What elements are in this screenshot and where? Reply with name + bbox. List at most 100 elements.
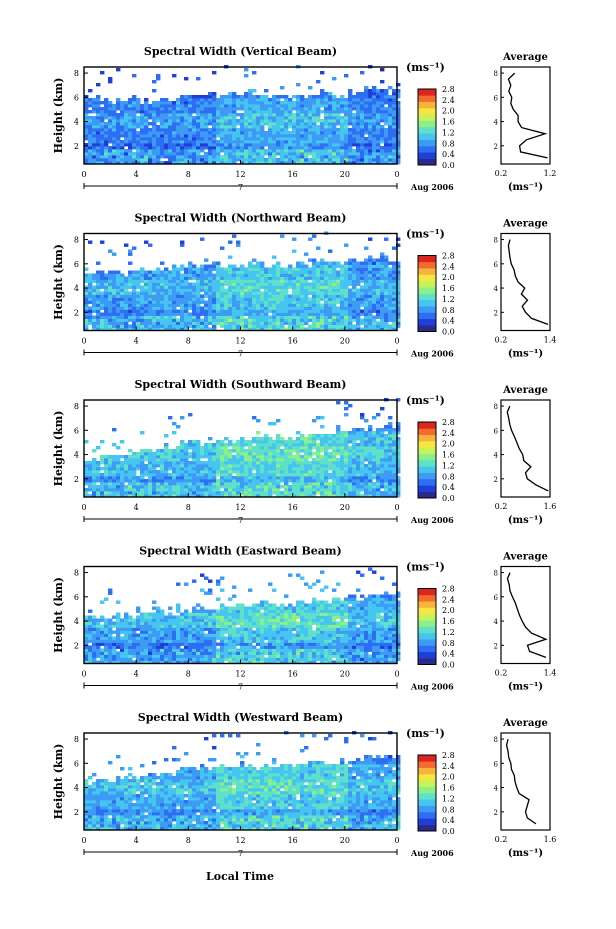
heatmap-cell <box>268 291 273 295</box>
heatmap-cell <box>312 140 317 144</box>
heatmap-cell <box>352 494 357 498</box>
heatmap-cell <box>352 270 357 274</box>
heatmap-cell <box>164 461 169 465</box>
heatmap-cell <box>228 158 233 162</box>
heatmap-cell <box>372 288 377 292</box>
heatmap-cell <box>240 470 245 474</box>
heatmap-cell <box>304 470 309 474</box>
heatmap-cell <box>164 134 169 138</box>
heatmap-cell <box>204 327 209 331</box>
heatmap-cell <box>368 425 373 429</box>
heatmap-cell <box>288 455 293 459</box>
heatmap-cell <box>264 143 269 147</box>
heatmap-cell <box>128 131 133 135</box>
heatmap-cell <box>228 494 233 498</box>
heatmap-cell <box>224 107 229 111</box>
heatmap-cell <box>360 125 365 129</box>
heatmap-cell <box>152 309 157 313</box>
heatmap-cell <box>388 95 393 99</box>
heatmap-cell <box>308 119 313 123</box>
heatmap-cell <box>320 71 325 75</box>
heatmap-cell <box>184 491 189 495</box>
heatmap-cell <box>248 470 253 474</box>
heatmap-cell <box>192 294 197 298</box>
heatmap-cell <box>296 467 301 471</box>
heatmap-cell <box>256 449 261 453</box>
heatmap-cell <box>320 104 325 108</box>
heatmap-cell <box>232 125 237 129</box>
heatmap-cell <box>244 128 249 132</box>
heatmap-cell <box>152 491 157 495</box>
heatmap-cell <box>288 461 293 465</box>
heatmap-cell <box>112 455 117 459</box>
heatmap-cell <box>240 324 245 328</box>
heatmap-cell <box>320 267 325 271</box>
heatmap-cell <box>356 161 361 165</box>
heatmap-cell <box>200 107 205 111</box>
heatmap-cell <box>320 89 325 93</box>
heatmap-cell <box>376 431 381 435</box>
heatmap-cell <box>380 294 385 298</box>
heatmap-cell <box>336 443 341 447</box>
heatmap-cell <box>272 443 277 447</box>
heatmap-cell <box>244 291 249 295</box>
heatmap-cell <box>360 467 365 471</box>
heatmap-cell <box>284 315 289 319</box>
heatmap-cell <box>268 315 273 319</box>
heatmap-cell <box>96 467 101 471</box>
heatmap-cell <box>384 152 389 156</box>
heatmap-cell <box>88 98 93 102</box>
colorbar-swatch <box>418 299 436 307</box>
heatmap-cell <box>172 101 177 105</box>
heatmap-cell <box>108 279 113 283</box>
heatmap-cell <box>376 131 381 135</box>
heatmap-cell <box>136 282 141 286</box>
heatmap-cell <box>340 146 345 150</box>
heatmap-cell <box>388 279 393 283</box>
heatmap-cell <box>176 470 181 474</box>
heatmap-cell <box>228 155 233 159</box>
heatmap-cell <box>284 476 289 480</box>
heatmap-cell <box>216 297 221 301</box>
heatmap-cell <box>216 128 221 132</box>
heatmap-cell <box>344 491 349 495</box>
heatmap-cell <box>152 452 157 456</box>
heatmap-cell <box>288 137 293 141</box>
heatmap-cell <box>208 140 213 144</box>
heatmap-cell <box>216 131 221 135</box>
heatmap-cell <box>332 143 337 147</box>
heatmap-cell <box>84 470 89 474</box>
heatmap-cell <box>244 161 249 165</box>
heatmap-cell <box>216 455 221 459</box>
heatmap-cell <box>352 273 357 277</box>
heatmap-cell <box>364 440 369 444</box>
heatmap-cell <box>200 131 205 135</box>
heatmap-cell <box>316 270 321 274</box>
heatmap-cell <box>284 110 289 114</box>
heatmap-cell <box>376 306 381 310</box>
heatmap-cell <box>132 288 137 292</box>
heatmap-cell <box>128 273 133 277</box>
heatmap-cell <box>296 303 301 307</box>
heatmap-cell <box>260 282 265 286</box>
heatmap-cell <box>296 458 301 462</box>
heatmap-cell <box>268 318 273 322</box>
heatmap-cell <box>256 134 261 138</box>
heatmap-cell <box>160 482 165 486</box>
heatmap-cell <box>372 128 377 132</box>
heatmap-cell <box>332 119 337 123</box>
heatmap-cell <box>244 122 249 126</box>
heatmap-cell <box>204 491 209 495</box>
heatmap-cell <box>296 312 301 316</box>
heatmap-cell <box>188 491 193 495</box>
heatmap-cell <box>344 437 349 441</box>
heatmap-cell <box>360 428 365 432</box>
heatmap-cell <box>96 125 101 129</box>
heatmap-cell <box>304 110 309 114</box>
heatmap-cell <box>92 300 97 304</box>
heatmap-cell <box>368 92 373 96</box>
heatmap-cell <box>144 122 149 126</box>
heatmap-cell <box>272 116 277 120</box>
heatmap-cell <box>256 440 261 444</box>
heatmap-cell <box>200 482 205 486</box>
